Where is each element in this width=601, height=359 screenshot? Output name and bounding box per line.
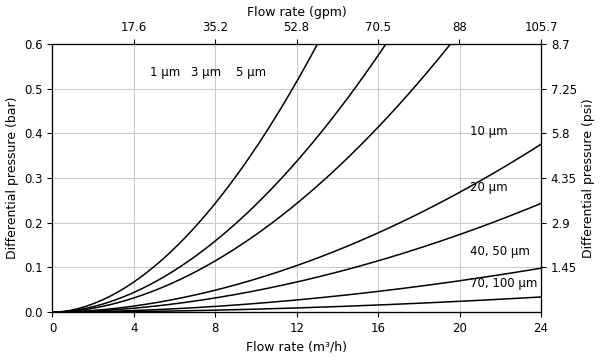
X-axis label: Flow rate (m³/h): Flow rate (m³/h) xyxy=(246,340,347,354)
Y-axis label: Differential pressure (psi): Differential pressure (psi) xyxy=(582,98,596,258)
X-axis label: Flow rate (gpm): Flow rate (gpm) xyxy=(247,5,347,19)
Text: 10 μm: 10 μm xyxy=(470,125,507,137)
Text: 40, 50 μm: 40, 50 μm xyxy=(470,245,529,258)
Text: 20 μm: 20 μm xyxy=(470,181,507,194)
Y-axis label: Differential pressure (bar): Differential pressure (bar) xyxy=(5,97,19,259)
Text: 3 μm: 3 μm xyxy=(191,66,221,79)
Text: 1 μm: 1 μm xyxy=(150,66,180,79)
Text: 70, 100 μm: 70, 100 μm xyxy=(470,276,537,290)
Text: 5 μm: 5 μm xyxy=(236,66,266,79)
